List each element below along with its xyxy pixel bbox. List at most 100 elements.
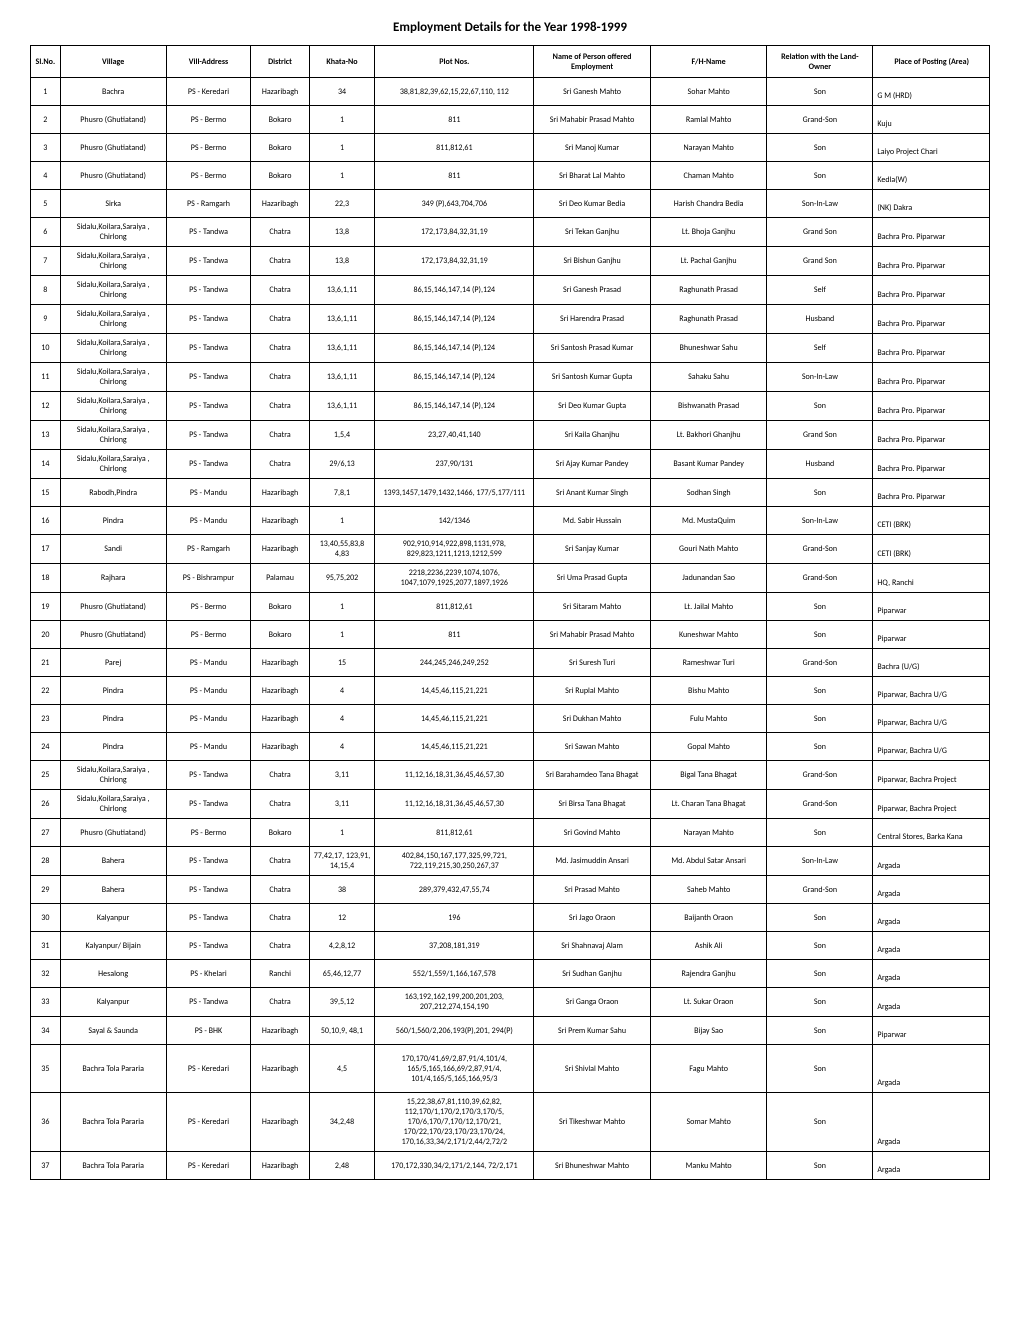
cell-name: Sri Sanjay Kumar	[534, 535, 651, 564]
cell-khata: 13,8	[309, 218, 375, 247]
cell-plot: 349 (P),643,704,706	[375, 190, 534, 218]
cell-fh: Chaman Mahto	[650, 162, 767, 190]
cell-place: Bachra Pro. Piparwar	[873, 392, 990, 421]
cell-place: Bachra Pro. Piparwar	[873, 276, 990, 305]
cell-village: Kalyanpur	[60, 904, 166, 932]
cell-fh: Ramlal Mahto	[650, 106, 767, 134]
cell-district: Hazaribagh	[251, 705, 309, 733]
cell-villaddr: PS - Keredari	[166, 1045, 251, 1093]
cell-village: Rajhara	[60, 564, 166, 593]
cell-name: Sri Ganga Oraon	[534, 988, 651, 1017]
header-fh: F/H-Name	[650, 46, 767, 78]
cell-place: Kedla(W)	[873, 162, 990, 190]
table-row: 35Bachra Tola ParariaPS - KeredariHazari…	[31, 1045, 990, 1093]
cell-villaddr: PS - Tandwa	[166, 932, 251, 960]
cell-village: Sidalu,Koilara,Saraiya , Chirlong	[60, 790, 166, 819]
cell-plot: 163,192,162,199,200,201,203, 207,212,274…	[375, 988, 534, 1017]
cell-khata: 13,8	[309, 247, 375, 276]
cell-name: Md. Jasimuddin Ansari	[534, 847, 651, 876]
cell-villaddr: PS - BHK	[166, 1017, 251, 1045]
cell-sl: 26	[31, 790, 61, 819]
cell-district: Hazaribagh	[251, 190, 309, 218]
table-row: 8Sidalu,Koilara,Saraiya , ChirlongPS - T…	[31, 276, 990, 305]
cell-khata: 1	[309, 819, 375, 847]
cell-sl: 14	[31, 450, 61, 479]
cell-district: Chatra	[251, 904, 309, 932]
cell-name: Sri Tikeshwar Mahto	[534, 1093, 651, 1152]
cell-relation: Grand Son	[767, 218, 873, 247]
cell-villaddr: PS - Mandu	[166, 479, 251, 507]
cell-plot: 811,812,61	[375, 819, 534, 847]
cell-sl: 5	[31, 190, 61, 218]
cell-villaddr: PS - Bermo	[166, 134, 251, 162]
cell-district: Bokaro	[251, 162, 309, 190]
cell-plot: 14,45,46,115,21,221	[375, 733, 534, 761]
cell-khata: 12	[309, 904, 375, 932]
cell-sl: 28	[31, 847, 61, 876]
cell-district: Bokaro	[251, 621, 309, 649]
cell-villaddr: PS - Mandu	[166, 705, 251, 733]
cell-plot: 11,12,16,18,31,36,45,46,57,30	[375, 790, 534, 819]
cell-fh: Raghunath Prasad	[650, 305, 767, 334]
cell-fh: Lt. Bakhori Ghanjhu	[650, 421, 767, 450]
cell-name: Sri Deo Kumar Gupta	[534, 392, 651, 421]
cell-fh: Sodhan Singh	[650, 479, 767, 507]
cell-district: Chatra	[251, 761, 309, 790]
cell-district: Hazaribagh	[251, 479, 309, 507]
cell-relation: Son	[767, 1017, 873, 1045]
cell-sl: 15	[31, 479, 61, 507]
cell-sl: 21	[31, 649, 61, 677]
cell-district: Hazaribagh	[251, 733, 309, 761]
cell-plot: 142/1346	[375, 507, 534, 535]
cell-relation: Self	[767, 334, 873, 363]
cell-khata: 1	[309, 621, 375, 649]
cell-place: Bachra Pro. Piparwar	[873, 305, 990, 334]
cell-fh: Lt. Charan Tana Bhagat	[650, 790, 767, 819]
cell-name: Sri Sawan Mahto	[534, 733, 651, 761]
cell-district: Chatra	[251, 847, 309, 876]
cell-fh: Saheb Mahto	[650, 876, 767, 904]
cell-name: Sri Ganesh Mahto	[534, 78, 651, 106]
table-row: 36Bachra Tola ParariaPS - KeredariHazari…	[31, 1093, 990, 1152]
header-place: Place of Posting (Area)	[873, 46, 990, 78]
cell-name: Sri Birsa Tana Bhagat	[534, 790, 651, 819]
cell-fh: Gopal Mahto	[650, 733, 767, 761]
cell-name: Sri Barahamdeo Tana Bhagat	[534, 761, 651, 790]
cell-fh: Ashik Ali	[650, 932, 767, 960]
cell-plot: 86,15,146,147,14 (P),124	[375, 305, 534, 334]
cell-name: Sri Santosh Kumar Gupta	[534, 363, 651, 392]
cell-district: Bokaro	[251, 106, 309, 134]
cell-place: (NK) Dakra	[873, 190, 990, 218]
page-title: Employment Details for the Year 1998-199…	[30, 20, 990, 35]
cell-village: Bachra Tola Pararia	[60, 1152, 166, 1180]
table-row: 3Phusro (Ghutiatand)PS - BermoBokaro1811…	[31, 134, 990, 162]
cell-village: Sidalu,Koilara,Saraiya , Chirlong	[60, 450, 166, 479]
cell-khata: 34,2,48	[309, 1093, 375, 1152]
cell-name: Sri Mahabir Prasad Mahto	[534, 621, 651, 649]
cell-relation: Son	[767, 1152, 873, 1180]
cell-villaddr: PS - Bermo	[166, 162, 251, 190]
cell-sl: 25	[31, 761, 61, 790]
cell-district: Chatra	[251, 421, 309, 450]
table-row: 12Sidalu,Koilara,Saraiya , ChirlongPS - …	[31, 392, 990, 421]
cell-fh: Baijanth Oraon	[650, 904, 767, 932]
cell-place: Piparwar	[873, 593, 990, 621]
cell-district: Hazaribagh	[251, 1152, 309, 1180]
cell-relation: Son	[767, 1045, 873, 1093]
cell-name: Sri Harendra Prasad	[534, 305, 651, 334]
cell-name: Sri Sudhan Ganjhu	[534, 960, 651, 988]
cell-villaddr: PS - Tandwa	[166, 847, 251, 876]
cell-village: Kalyanpur	[60, 988, 166, 1017]
cell-khata: 1,5,4	[309, 421, 375, 450]
cell-relation: Son	[767, 134, 873, 162]
cell-village: Pindra	[60, 733, 166, 761]
table-row: 9Sidalu,Koilara,Saraiya , ChirlongPS - T…	[31, 305, 990, 334]
table-row: 30KalyanpurPS - TandwaChatra12196Sri Jag…	[31, 904, 990, 932]
cell-village: Sidalu,Koilara,Saraiya , Chirlong	[60, 247, 166, 276]
cell-khata: 2,48	[309, 1152, 375, 1180]
cell-district: Chatra	[251, 218, 309, 247]
cell-villaddr: PS - Bishrampur	[166, 564, 251, 593]
cell-khata: 4	[309, 677, 375, 705]
cell-fh: Lt. Jailal Mahto	[650, 593, 767, 621]
cell-relation: Self	[767, 276, 873, 305]
